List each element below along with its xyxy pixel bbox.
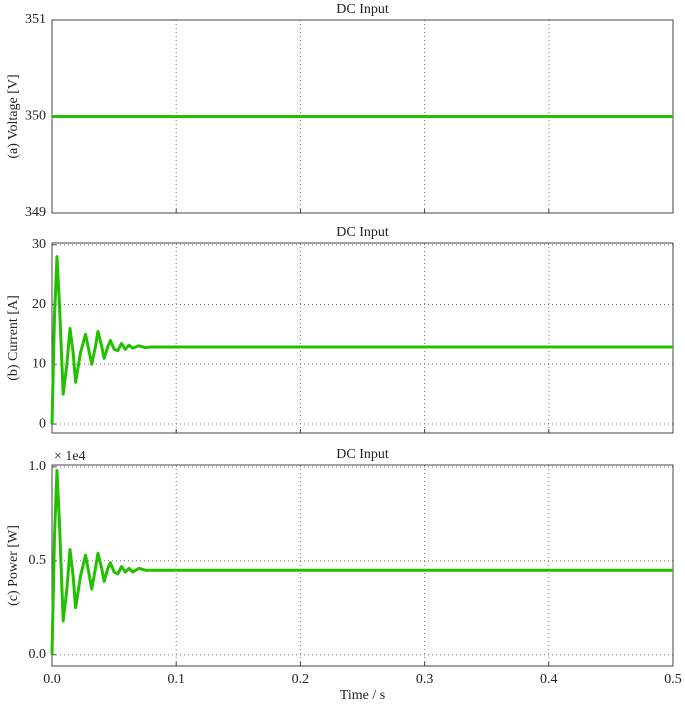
x-tick-label: 0.1 xyxy=(167,672,185,687)
y-axis-label: (b) Current [A] xyxy=(6,295,21,381)
data-line xyxy=(50,255,673,425)
x-tick-label: 0.2 xyxy=(292,672,310,687)
y-tick-label: 1.0 xyxy=(29,459,47,474)
x-axis-label: Time / s xyxy=(340,688,385,703)
y-tick-label: 10 xyxy=(32,357,46,372)
y-axis-label: (a) Voltage [V] xyxy=(6,74,21,158)
data-line xyxy=(50,469,673,655)
axis-multiplier: × 1e4 xyxy=(54,449,86,464)
y-tick-label: 350 xyxy=(25,109,46,124)
x-tick-label: 0.5 xyxy=(664,672,682,687)
y-tick-label: 20 xyxy=(32,297,46,312)
y-tick-label: 351 xyxy=(25,12,46,27)
x-tick-label: 0.3 xyxy=(416,672,434,687)
y-tick-label: 349 xyxy=(25,205,46,220)
x-tick-label: 0.4 xyxy=(540,672,558,687)
y-tick-label: 0.0 xyxy=(29,647,47,662)
chart-title: DC Input xyxy=(336,2,389,17)
plot-frame xyxy=(51,242,674,434)
plot-frame xyxy=(51,464,674,667)
chart-title: DC Input xyxy=(336,447,389,462)
y-tick-label: 30 xyxy=(32,237,46,252)
y-tick-label: 0 xyxy=(39,416,46,431)
x-tick-label: 0.0 xyxy=(43,672,61,687)
y-axis-label: (c) Power [W] xyxy=(6,525,21,606)
y-tick-label: 0.5 xyxy=(29,553,47,568)
chart-title: DC Input xyxy=(336,225,389,240)
